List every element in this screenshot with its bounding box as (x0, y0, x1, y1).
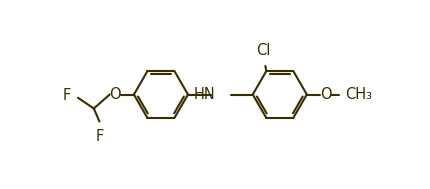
Text: F: F (95, 129, 104, 144)
Text: F: F (63, 88, 71, 103)
Text: O: O (319, 87, 331, 102)
Text: Cl: Cl (256, 43, 270, 58)
Text: O: O (110, 87, 121, 102)
Text: HN: HN (194, 87, 215, 102)
Text: CH₃: CH₃ (346, 87, 372, 102)
